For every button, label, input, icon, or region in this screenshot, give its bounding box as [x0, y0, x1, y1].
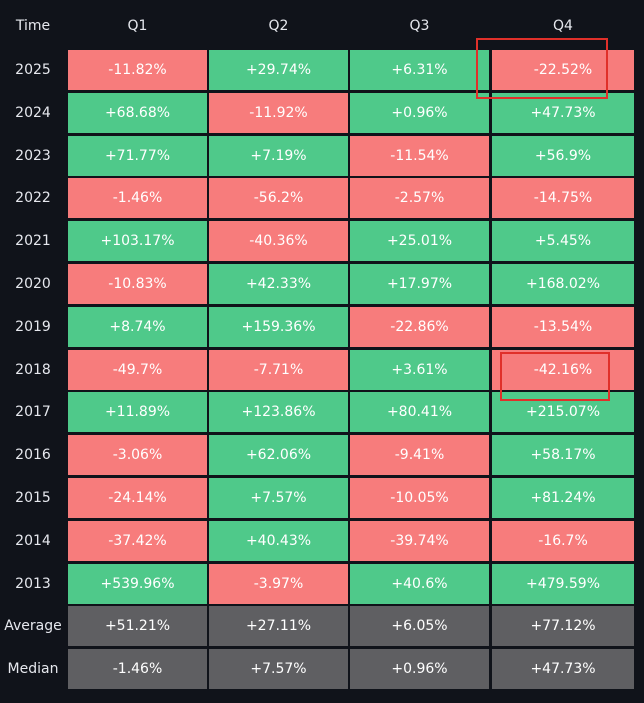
return-cell: -22.52% [492, 50, 634, 90]
return-cell: +42.33% [209, 264, 348, 304]
return-cell: -13.54% [492, 306, 634, 347]
return-cell: +103.17% [68, 221, 207, 262]
row-label: 2016 [15, 447, 51, 464]
row-label: 2019 [15, 318, 51, 335]
return-cell: +56.9% [492, 135, 634, 176]
return-cell: -42.16% [492, 349, 634, 390]
summary-cell: +0.96% [350, 649, 489, 690]
column-header: Q1 [127, 18, 148, 34]
summary-label: Average [4, 618, 62, 635]
row-label: 2023 [15, 147, 51, 164]
return-cell: +11.89% [68, 392, 207, 433]
summary-cell: +7.57% [209, 649, 348, 690]
return-cell: -16.7% [492, 520, 634, 561]
summary-cell: +47.73% [492, 649, 634, 690]
return-cell: +159.36% [209, 306, 348, 347]
summary-cell: +77.12% [492, 606, 634, 647]
return-cell: +215.07% [492, 392, 634, 433]
row-label: 2025 [15, 62, 51, 78]
row-label: 2015 [15, 490, 51, 506]
return-cell: +5.45% [492, 221, 634, 262]
return-cell: +47.73% [492, 92, 634, 133]
return-cell: -10.83% [68, 264, 207, 304]
return-cell: +25.01% [350, 221, 489, 262]
return-cell: +6.31% [350, 50, 489, 90]
return-cell: -24.14% [68, 478, 207, 518]
return-cell: -39.74% [350, 520, 489, 561]
return-cell: +7.19% [209, 135, 348, 176]
column-header: Time [15, 18, 51, 34]
row-label: 2014 [15, 532, 51, 549]
summary-cell: +51.21% [68, 606, 207, 647]
return-cell: +40.6% [350, 563, 489, 604]
return-cell: -49.7% [68, 349, 207, 390]
return-cell: +62.06% [209, 435, 348, 476]
return-cell: -11.82% [68, 50, 207, 90]
row-label: 2022 [15, 190, 51, 207]
column-header: Q2 [268, 18, 289, 34]
return-cell: +71.77% [68, 135, 207, 176]
row-label: 2017 [15, 404, 51, 421]
return-cell: +0.96% [350, 92, 489, 133]
return-cell: -7.71% [209, 349, 348, 390]
return-cell: +68.68% [68, 92, 207, 133]
return-cell: +29.74% [209, 50, 348, 90]
row-label: 2013 [15, 575, 51, 592]
return-cell: +81.24% [492, 478, 634, 518]
return-cell: -10.05% [350, 478, 489, 518]
summary-label: Median [7, 661, 59, 678]
row-label: 2018 [15, 361, 51, 378]
return-cell: +123.86% [209, 392, 348, 433]
return-cell: +539.96% [68, 563, 207, 604]
column-header: Q4 [553, 18, 573, 34]
return-cell: -11.92% [209, 92, 348, 133]
return-cell: +17.97% [350, 264, 489, 304]
row-label: 2021 [15, 233, 51, 250]
return-cell: +58.17% [492, 435, 634, 476]
return-cell: -40.36% [209, 221, 348, 262]
return-cell: +40.43% [209, 520, 348, 561]
return-cell: +168.02% [492, 264, 634, 304]
return-cell: -11.54% [350, 135, 489, 176]
return-cell: -2.57% [350, 178, 489, 219]
return-cell: +3.61% [350, 349, 489, 390]
return-cell: -56.2% [209, 178, 348, 219]
row-label: 2024 [15, 104, 51, 121]
return-cell: +479.59% [492, 563, 634, 604]
return-cell: -1.46% [68, 178, 207, 219]
column-header: Q3 [409, 18, 430, 34]
return-cell: -3.97% [209, 563, 348, 604]
return-cell: -22.86% [350, 306, 489, 347]
return-cell: -14.75% [492, 178, 634, 219]
return-cell: +80.41% [350, 392, 489, 433]
summary-cell: +6.05% [350, 606, 489, 647]
return-cell: -3.06% [68, 435, 207, 476]
return-cell: -9.41% [350, 435, 489, 476]
return-cell: +8.74% [68, 306, 207, 347]
row-label: 2020 [15, 276, 51, 292]
summary-cell: -1.46% [68, 649, 207, 690]
return-cell: -37.42% [68, 520, 207, 561]
return-cell: +7.57% [209, 478, 348, 518]
summary-cell: +27.11% [209, 606, 348, 647]
